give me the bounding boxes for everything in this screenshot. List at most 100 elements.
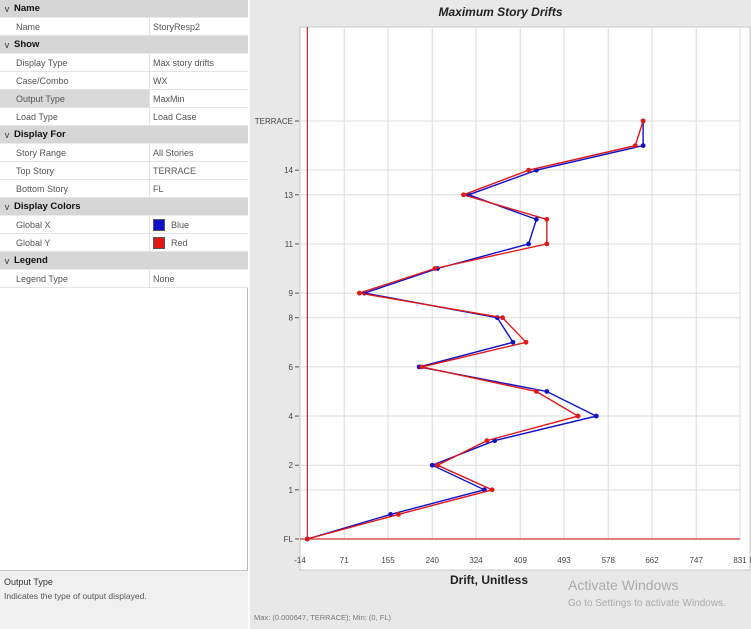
property-row-story-range[interactable]: Story Range All Stories bbox=[0, 144, 248, 162]
data-point bbox=[304, 536, 310, 542]
plot-area bbox=[299, 26, 751, 571]
chart-panel: -14 71 155 240 324 409 493 578 662 747 831E-6 FL 1 2 4… bbox=[250, 0, 751, 629]
data-point bbox=[523, 339, 529, 345]
property-value[interactable]: Red bbox=[150, 234, 248, 251]
property-row-global-x[interactable]: Global X Blue bbox=[0, 216, 248, 234]
data-point bbox=[484, 438, 490, 444]
property-value[interactable]: FL bbox=[150, 180, 248, 197]
property-name: Top Story bbox=[0, 162, 150, 179]
x-axis-label: Drift, Unitless bbox=[450, 573, 529, 587]
data-point bbox=[396, 512, 401, 517]
category-title: Show bbox=[14, 39, 40, 50]
y-tick-label: 8 bbox=[289, 314, 294, 323]
property-value[interactable]: Max story drifts bbox=[150, 54, 248, 71]
data-point bbox=[575, 413, 581, 419]
chevron-down-icon[interactable]: v bbox=[4, 39, 10, 50]
property-row-global-y[interactable]: Global Y Red bbox=[0, 234, 248, 252]
property-row-load-type[interactable]: Load Type Load Case bbox=[0, 108, 248, 126]
property-value-text: MaxMin bbox=[153, 93, 185, 104]
category-title: Legend bbox=[14, 255, 48, 266]
grid-lines bbox=[300, 27, 741, 539]
property-value[interactable]: None bbox=[150, 270, 248, 287]
property-value-text: TERRACE bbox=[153, 165, 197, 176]
data-point bbox=[640, 118, 646, 124]
property-value[interactable]: Blue bbox=[150, 216, 248, 233]
data-point bbox=[526, 241, 531, 247]
property-name: Legend Type bbox=[0, 270, 150, 287]
property-row-case-combo[interactable]: Case/Combo WX bbox=[0, 72, 248, 90]
category-title: Display For bbox=[14, 129, 66, 140]
activate-windows-title: Activate Windows bbox=[568, 577, 679, 593]
y-tick-label: FL bbox=[284, 535, 294, 544]
property-name: Bottom Story bbox=[0, 180, 150, 197]
data-point bbox=[593, 413, 599, 419]
property-name: Global Y bbox=[0, 234, 150, 251]
y-tick-label: 13 bbox=[284, 191, 293, 200]
property-value-text: WX bbox=[153, 75, 168, 86]
color-swatch[interactable] bbox=[153, 236, 165, 249]
property-row-top-story[interactable]: Top Story TERRACE bbox=[0, 162, 248, 180]
properties-panel: v Name Name StoryResp2 v Show Display Type Max … bbox=[0, 0, 248, 629]
x-tick-label: 831 bbox=[733, 556, 747, 565]
y-tick-label: 11 bbox=[285, 240, 294, 249]
chart-title: Maximum Story Drifts bbox=[438, 5, 563, 19]
property-row-name[interactable]: Name StoryResp2 bbox=[0, 18, 248, 36]
y-tick-label: 1 bbox=[289, 486, 294, 495]
property-row-bottom-story[interactable]: Bottom Story FL bbox=[0, 180, 248, 198]
property-value-text: Blue bbox=[171, 219, 190, 230]
chevron-down-icon[interactable]: v bbox=[4, 255, 10, 266]
data-point bbox=[429, 462, 435, 468]
property-value-text: Load Case bbox=[153, 111, 197, 122]
x-tick-label: 662 bbox=[645, 556, 659, 565]
property-name: Load Type bbox=[0, 108, 150, 125]
category-legend[interactable]: v Legend bbox=[0, 252, 248, 270]
data-point bbox=[544, 389, 550, 394]
x-tick-label: 578 bbox=[602, 556, 616, 565]
chevron-down-icon[interactable]: v bbox=[4, 129, 10, 140]
property-row-display-type[interactable]: Display Type Max story drifts bbox=[0, 54, 248, 72]
category-title: Display Colors bbox=[14, 201, 81, 212]
property-name: Display Type bbox=[0, 54, 150, 71]
category-name[interactable]: v Name bbox=[0, 0, 248, 18]
property-value[interactable]: TERRACE bbox=[150, 162, 248, 179]
property-value[interactable]: StoryResp2 bbox=[150, 18, 248, 35]
description-box: Output Type Indicates the type of output… bbox=[0, 570, 248, 629]
category-display-colors[interactable]: v Display Colors bbox=[0, 198, 248, 216]
tick-labels: -14 71 155 240 324 409 493 578 662 747 831E-6 FL 1 2 4… bbox=[255, 117, 751, 565]
data-point bbox=[544, 241, 550, 247]
y-tick-label: 2 bbox=[289, 461, 294, 470]
property-grid: v Name Name StoryResp2 v Show Display Type Max … bbox=[0, 0, 248, 288]
x-unit-label: E-6 bbox=[750, 556, 751, 565]
axes bbox=[295, 27, 740, 540]
property-name: Story Range bbox=[0, 144, 150, 161]
data-point bbox=[544, 216, 550, 222]
property-value[interactable]: Load Case bbox=[150, 108, 248, 125]
drift-chart: -14 71 155 240 324 409 493 578 662 747 831E-6 FL 1 2 4… bbox=[255, 26, 751, 571]
property-value[interactable]: All Stories bbox=[150, 144, 248, 161]
property-value-text: StoryResp2 bbox=[153, 21, 201, 32]
x-tick-label: -14 bbox=[294, 556, 306, 565]
data-point bbox=[632, 143, 638, 148]
property-value[interactable]: WX bbox=[150, 72, 248, 89]
property-value-text: Max story drifts bbox=[153, 57, 215, 68]
chevron-down-icon[interactable]: v bbox=[4, 3, 10, 14]
property-name: Global X bbox=[0, 216, 150, 233]
series-line-global-x bbox=[307, 121, 644, 540]
x-tick-label: 324 bbox=[469, 556, 483, 565]
data-point bbox=[534, 389, 539, 394]
data-point bbox=[500, 315, 505, 321]
x-tick-label: 409 bbox=[514, 556, 528, 565]
x-tick-label: 155 bbox=[381, 556, 395, 565]
property-row-legend-type[interactable]: Legend Type None bbox=[0, 270, 248, 288]
property-name: Case/Combo bbox=[0, 72, 150, 89]
category-display-for[interactable]: v Display For bbox=[0, 126, 248, 144]
property-value[interactable]: MaxMin bbox=[150, 90, 248, 107]
x-tick-label: 71 bbox=[340, 556, 349, 565]
color-swatch[interactable] bbox=[153, 218, 165, 231]
y-tick-label: TERRACE bbox=[255, 117, 293, 126]
chevron-down-icon[interactable]: v bbox=[4, 201, 10, 212]
data-point bbox=[526, 167, 531, 173]
property-row-output-type[interactable]: Output Type MaxMin bbox=[0, 90, 248, 108]
category-show[interactable]: v Show bbox=[0, 36, 248, 54]
description-title: Output Type bbox=[4, 577, 53, 587]
